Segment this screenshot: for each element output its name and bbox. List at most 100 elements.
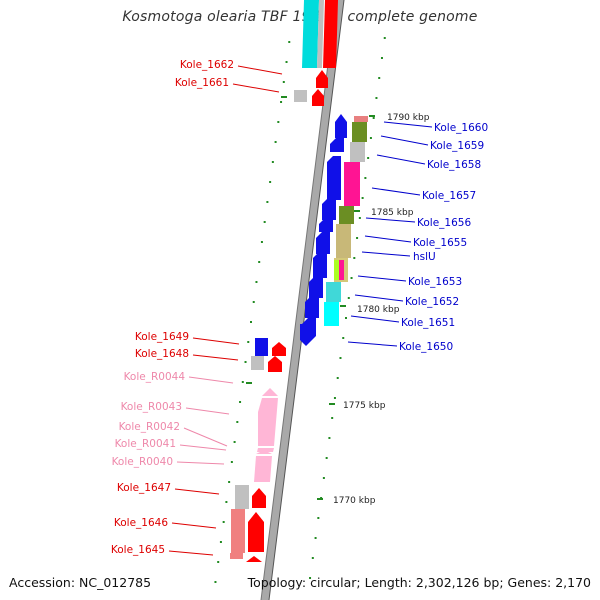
callout-line — [380, 135, 429, 146]
cat-hslu-green — [334, 260, 339, 280]
gene-label-kole-1656[interactable]: Kole_1656 — [417, 217, 471, 229]
gene-arrow-kole-1653 — [309, 276, 323, 298]
scale-labels: 1790 kbp 1785 kbp 1780 kbp 1775 kbp 1770 kbp — [333, 113, 430, 506]
gene-arrow-kole-1650 — [300, 324, 316, 346]
gene-label-kole-1651[interactable]: Kole_1651 — [401, 317, 455, 329]
gene-block-gray-top — [317, 0, 324, 68]
gene-arrow-kole-1657 — [322, 198, 336, 220]
gene-block-kole-1661-gray — [294, 90, 307, 102]
gene-label-kole-1650[interactable]: Kole_1650 — [399, 341, 453, 353]
scale-label: 1790 kbp — [387, 113, 430, 123]
gene-label-kole-1661[interactable]: Kole_1661 — [175, 77, 229, 89]
callout-line — [365, 217, 416, 223]
callout-line — [364, 235, 412, 243]
cat-hslu-pink — [339, 260, 344, 280]
gene-label-kole-1659[interactable]: Kole_1659 — [430, 140, 484, 152]
gene-arrow-kole-1648 — [268, 356, 282, 372]
gene-block-kole-1645-pink — [230, 553, 243, 559]
callout-line — [383, 121, 433, 128]
accession-label: Accession: NC_012785 — [9, 575, 152, 590]
callout-lines — [168, 65, 433, 556]
gene-label-hslu[interactable]: hslU — [413, 251, 436, 263]
callout-line — [361, 251, 411, 257]
gene-label-kole-r0041[interactable]: Kole_R0041 — [115, 438, 176, 450]
backbone-edge-right — [268, 0, 345, 600]
gene-arrow-kole-1647 — [252, 488, 266, 508]
callout-line — [357, 275, 407, 282]
gene-block-kole-1648-gray — [251, 356, 264, 370]
gene-block-kole-1647-gray — [235, 485, 249, 509]
gene-label-kole-1660[interactable]: Kole_1660 — [434, 122, 488, 134]
gene-label-kole-1652[interactable]: Kole_1652 — [405, 296, 459, 308]
gene-label-kole-r0043[interactable]: Kole_R0043 — [121, 401, 182, 413]
gene-label-kole-1662[interactable]: Kole_1662 — [180, 59, 234, 71]
gene-arrow-kole-1659 — [330, 138, 344, 152]
gene-block-kole-1646-salmon — [231, 509, 245, 553]
cat-kole-1658 — [350, 142, 365, 162]
callout-line — [174, 488, 220, 495]
topology-label: Topology: circular; Length: 2,302,126 bp… — [247, 575, 591, 590]
gene-label-kole-1645[interactable]: Kole_1645 — [111, 544, 165, 556]
scale-label: 1785 kbp — [371, 208, 414, 218]
callout-line — [354, 294, 404, 302]
callout-line — [185, 407, 230, 415]
gene-arrow-kole-1649 — [272, 342, 286, 356]
callout-line — [183, 427, 228, 447]
rna-kole-r0043 — [258, 398, 278, 446]
gene-block-cyan-top — [302, 0, 319, 68]
gene-label-kole-1649[interactable]: Kole_1649 — [135, 331, 189, 343]
gene-label-kole-1653[interactable]: Kole_1653 — [408, 276, 462, 288]
callout-line — [192, 354, 239, 361]
callout-line — [168, 550, 214, 556]
gene-arrow-kole-1646 — [248, 512, 264, 552]
tick-marks — [214, 37, 386, 583]
callout-line — [371, 187, 421, 196]
cat-kole-1657 — [344, 162, 360, 206]
callout-line — [176, 461, 225, 465]
callout-line — [192, 337, 240, 345]
gene-arrow-kole-1662 — [316, 70, 328, 88]
gene-arrow-kole-1655 — [316, 232, 330, 254]
gene-labels: Kole_1662 Kole_1661 Kole_1660 Kole_1659 Kole… — [111, 59, 488, 556]
callout-line — [376, 154, 426, 165]
gene-arrow-kole-1658 — [327, 156, 341, 200]
cat-kole-1660 — [354, 116, 368, 122]
gene-label-kole-r0044[interactable]: Kole_R0044 — [124, 371, 186, 383]
gene-label-kole-1657[interactable]: Kole_1657 — [422, 190, 476, 202]
backbone-track — [261, 0, 344, 600]
gene-block-kole-1649-blue — [255, 338, 268, 356]
gene-label-kole-1658[interactable]: Kole_1658 — [427, 159, 481, 171]
callout-line — [237, 65, 283, 75]
rna-kole-r0044 — [262, 388, 278, 396]
gene-label-kole-1655[interactable]: Kole_1655 — [413, 237, 467, 249]
gene-arrow-kole-1656 — [319, 218, 333, 232]
scale-label: 1780 kbp — [357, 305, 400, 315]
gene-label-kole-1648[interactable]: Kole_1648 — [135, 348, 189, 360]
gene-arrow-kole-1660 — [335, 114, 347, 138]
cat-kole-1653 — [326, 282, 341, 302]
map-title: Kosmotoga olearia TBF 19.5.1, complete g… — [122, 9, 478, 25]
gene-label-kole-r0042[interactable]: Kole_R0042 — [119, 421, 180, 433]
cat-kole-1655 — [336, 224, 351, 258]
rna-kole-r0042 — [257, 448, 274, 452]
gene-arrow-red-top — [323, 0, 338, 68]
callout-line — [347, 341, 398, 347]
scale-label: 1770 kbp — [333, 496, 376, 506]
cat-kole-1656 — [339, 206, 354, 224]
gene-arrow-kole-1645 — [246, 556, 262, 562]
callout-line — [188, 376, 234, 384]
rna-kole-r0041 — [256, 450, 272, 454]
gene-label-kole-1646[interactable]: Kole_1646 — [114, 517, 168, 529]
callout-line — [179, 444, 227, 451]
gene-label-kole-1647[interactable]: Kole_1647 — [117, 482, 171, 494]
gene-arrow-kole-1652 — [305, 296, 319, 318]
scale-label: 1775 kbp — [343, 401, 386, 411]
gene-label-kole-r0040[interactable]: Kole_R0040 — [112, 456, 173, 468]
cat-kole-1659 — [352, 122, 367, 142]
cat-kole-1652 — [324, 302, 339, 326]
rna-kole-r0040 — [254, 456, 272, 482]
gene-arrow-hslu — [313, 252, 327, 278]
callout-line — [350, 315, 400, 323]
